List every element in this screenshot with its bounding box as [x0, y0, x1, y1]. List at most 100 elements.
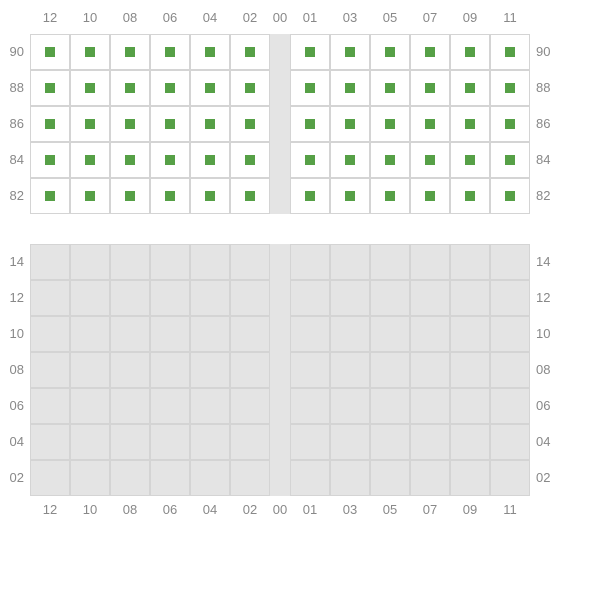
grid-cell	[450, 178, 490, 214]
grid-cell	[290, 70, 330, 106]
marker	[345, 47, 355, 57]
grid-cell	[70, 142, 110, 178]
col-label-bottom: 07	[410, 502, 450, 517]
grid-cell	[490, 388, 530, 424]
row-label-left: 02	[0, 470, 24, 485]
grid-cell	[490, 244, 530, 280]
grid-cell	[150, 34, 190, 70]
spacer-cell	[270, 106, 290, 142]
spacer-cell	[270, 352, 290, 388]
grid-cell	[450, 70, 490, 106]
marker	[205, 119, 215, 129]
marker	[45, 155, 55, 165]
grid-cell	[490, 34, 530, 70]
grid-cell	[410, 178, 450, 214]
grid-cell	[70, 424, 110, 460]
marker	[345, 155, 355, 165]
row-label-left: 14	[0, 254, 24, 269]
grid-cell	[190, 106, 230, 142]
marker	[505, 155, 515, 165]
grid-cell	[290, 388, 330, 424]
spacer-cell	[270, 460, 290, 496]
marker	[85, 155, 95, 165]
marker	[205, 155, 215, 165]
col-label-bottom: 12	[30, 502, 70, 517]
grid-cell	[330, 178, 370, 214]
grid-cell	[370, 178, 410, 214]
row-label-right: 06	[536, 398, 560, 413]
marker	[125, 47, 135, 57]
marker	[125, 83, 135, 93]
grid-cell	[290, 142, 330, 178]
grid-cell	[30, 424, 70, 460]
grid-cell	[110, 352, 150, 388]
grid-cell	[490, 352, 530, 388]
grid-cell	[330, 244, 370, 280]
grid-cell	[490, 142, 530, 178]
marker	[345, 83, 355, 93]
grid-cell	[490, 316, 530, 352]
marker	[45, 47, 55, 57]
grid-cell	[230, 142, 270, 178]
grid-cell	[410, 244, 450, 280]
col-label-bottom: 01	[290, 502, 330, 517]
grid-cell	[370, 388, 410, 424]
grid-cell	[410, 352, 450, 388]
grid-cell	[410, 316, 450, 352]
col-label-bottom: 06	[150, 502, 190, 517]
marker	[165, 191, 175, 201]
col-label-top: 00	[270, 10, 290, 25]
marker	[305, 191, 315, 201]
spacer-cell	[270, 142, 290, 178]
grid-cell	[410, 34, 450, 70]
marker	[85, 83, 95, 93]
grid-cell	[70, 70, 110, 106]
marker	[505, 47, 515, 57]
grid-cell	[150, 316, 190, 352]
row-label-right: 88	[536, 80, 560, 95]
marker	[425, 119, 435, 129]
marker	[385, 119, 395, 129]
grid-cell	[330, 352, 370, 388]
row-label-right: 08	[536, 362, 560, 377]
grid-cell	[330, 142, 370, 178]
grid-cell	[290, 106, 330, 142]
col-label-top: 02	[230, 10, 270, 25]
grid-cell	[490, 280, 530, 316]
grid-cell	[410, 388, 450, 424]
spacer-cell	[270, 424, 290, 460]
grid-cell	[70, 460, 110, 496]
grid-cell	[370, 106, 410, 142]
col-label-bottom: 05	[370, 502, 410, 517]
grid-cell	[150, 178, 190, 214]
grid-cell	[290, 460, 330, 496]
col-label-bottom: 08	[110, 502, 150, 517]
col-label-top: 07	[410, 10, 450, 25]
grid-cell	[70, 34, 110, 70]
marker	[165, 83, 175, 93]
marker	[385, 155, 395, 165]
grid-cell	[190, 460, 230, 496]
marker	[505, 191, 515, 201]
col-label-top: 04	[190, 10, 230, 25]
grid-cell	[190, 280, 230, 316]
marker	[305, 47, 315, 57]
grid-cell	[450, 460, 490, 496]
grid-cell	[30, 352, 70, 388]
grid-cell	[190, 70, 230, 106]
grid-cell	[30, 388, 70, 424]
grid-cell	[230, 352, 270, 388]
grid-cell	[370, 460, 410, 496]
grid-cell	[450, 352, 490, 388]
grid-cell	[30, 142, 70, 178]
marker	[505, 119, 515, 129]
col-label-top: 05	[370, 10, 410, 25]
col-label-top: 12	[30, 10, 70, 25]
grid-cell	[410, 280, 450, 316]
grid-cell	[490, 178, 530, 214]
row-label-left: 04	[0, 434, 24, 449]
col-label-top: 08	[110, 10, 150, 25]
marker	[85, 119, 95, 129]
grid-cell	[290, 280, 330, 316]
marker	[385, 191, 395, 201]
